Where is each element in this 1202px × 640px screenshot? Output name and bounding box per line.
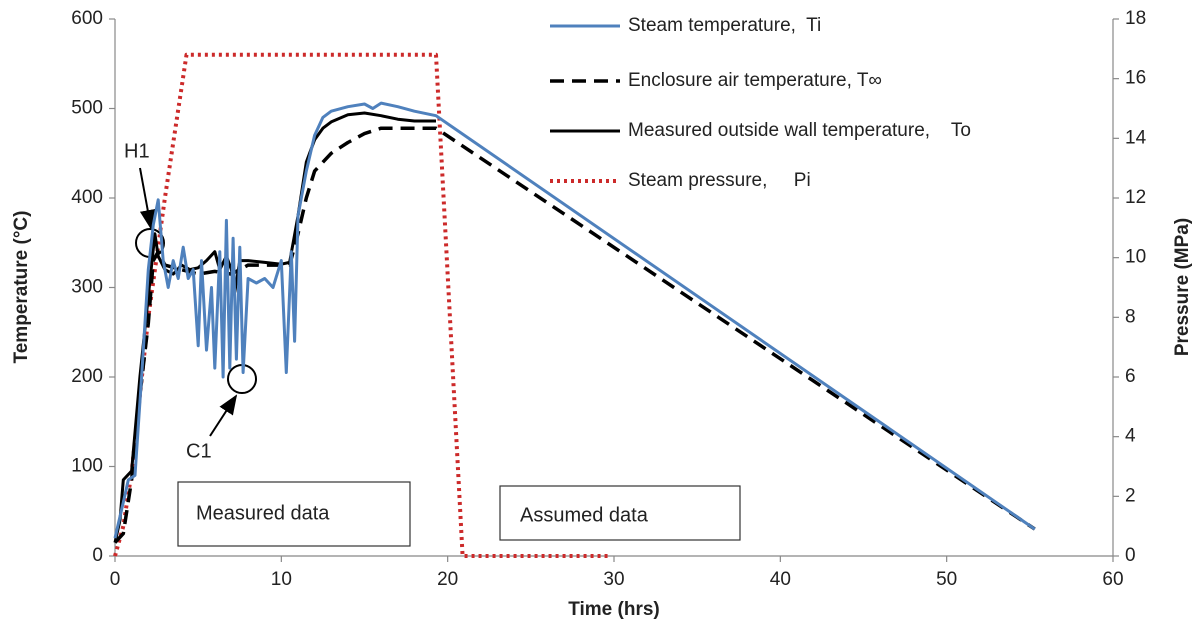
series-line: [113, 52, 611, 558]
y2-tick-label: 6: [1125, 366, 1136, 387]
y-tick-label: 200: [71, 366, 103, 387]
y2-tick-label: 12: [1125, 187, 1146, 208]
y-tick-label: 600: [71, 8, 103, 29]
series-line: [113, 111, 436, 543]
measured-box: [177, 481, 411, 547]
x-tick-label: 20: [437, 569, 458, 590]
y2-tick-label: 14: [1125, 127, 1147, 148]
y-tick-label: 400: [71, 187, 103, 208]
x-tick-label: 10: [271, 569, 292, 590]
x-axis-label: Time (hrs): [568, 599, 660, 620]
y-tick-label: 500: [71, 98, 103, 119]
x-tick-label: 0: [110, 569, 121, 590]
y2-tick-label: 8: [1125, 306, 1136, 327]
annotation: Measured data: [196, 502, 330, 524]
series-line: [113, 126, 1036, 544]
annotation: H1: [124, 140, 150, 162]
annotation: C1: [186, 440, 212, 462]
y2-tick-label: 0: [1125, 545, 1136, 566]
legend-label: Enclosure air temperature, T∞: [628, 70, 882, 91]
y-tick-label: 100: [71, 456, 103, 477]
y2-axis-label: Pressure (MPa): [1172, 218, 1193, 356]
legend-label: Measured outside wall temperature, To: [628, 120, 971, 141]
series-line: [113, 101, 1036, 539]
assumed-box: [499, 485, 741, 541]
y-tick-label: 300: [71, 277, 103, 298]
y2-tick-label: 18: [1125, 8, 1146, 29]
legend-label: Steam temperature, Ti: [628, 15, 821, 36]
h1-arrow: [139, 167, 156, 230]
c1-arrow: [209, 394, 238, 437]
y2-tick-label: 2: [1125, 485, 1136, 506]
x-tick-label: 60: [1102, 569, 1123, 590]
y-axis-label: Temperature (°C): [11, 211, 32, 364]
x-tick-label: 40: [770, 569, 791, 590]
x-tick-label: 50: [936, 569, 957, 590]
y2-tick-label: 16: [1125, 68, 1146, 89]
legend-label: Steam pressure, Pi: [628, 170, 811, 191]
y-tick-label: 0: [92, 545, 103, 566]
y2-tick-label: 10: [1125, 247, 1146, 268]
y2-tick-label: 4: [1125, 426, 1136, 447]
annotation: Assumed data: [520, 504, 649, 526]
x-tick-label: 30: [603, 569, 624, 590]
